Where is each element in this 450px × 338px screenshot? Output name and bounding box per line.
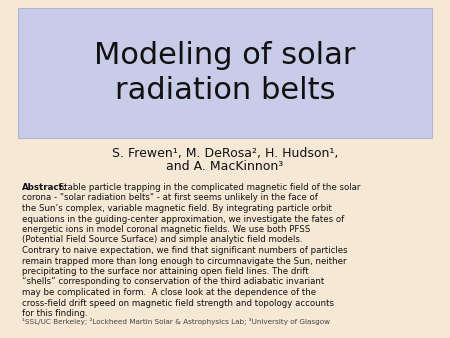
Text: corona - "solar radiation belts" - at first seems unlikely in the face of: corona - "solar radiation belts" - at fi… [22, 193, 318, 202]
Text: (Potential Field Source Surface) and simple analytic field models.: (Potential Field Source Surface) and sim… [22, 236, 302, 244]
Text: remain trapped more than long enough to circumnavigate the Sun, neither: remain trapped more than long enough to … [22, 257, 346, 266]
Text: equations in the guiding-center approximation, we investigate the fates of: equations in the guiding-center approxim… [22, 215, 344, 223]
Text: S. Frewen¹, M. DeRosa², H. Hudson¹,: S. Frewen¹, M. DeRosa², H. Hudson¹, [112, 146, 338, 160]
Text: Modeling of solar
radiation belts: Modeling of solar radiation belts [94, 41, 356, 105]
Text: ¹SSL/UC Berkeley; ²Lockheed Martin Solar & Astrophysics Lab; ³University of Glas: ¹SSL/UC Berkeley; ²Lockheed Martin Solar… [22, 318, 330, 325]
Text: for this finding.: for this finding. [22, 309, 88, 318]
Text: precipitating to the surface nor attaining open field lines. The drift: precipitating to the surface nor attaini… [22, 267, 309, 276]
Text: may be complicated in form.  A close look at the dependence of the: may be complicated in form. A close look… [22, 288, 316, 297]
Text: Abstract:: Abstract: [22, 183, 67, 192]
Text: and A. MacKinnon³: and A. MacKinnon³ [166, 160, 284, 172]
Text: energetic ions in model coronal magnetic fields. We use both PFSS: energetic ions in model coronal magnetic… [22, 225, 310, 234]
FancyBboxPatch shape [18, 8, 432, 138]
Text: Stable particle trapping in the complicated magnetic field of the solar: Stable particle trapping in the complica… [56, 183, 360, 192]
Text: Contrary to naive expectation, we find that significant numbers of particles: Contrary to naive expectation, we find t… [22, 246, 347, 255]
Text: cross-field drift speed on magnetic field strength and topology accounts: cross-field drift speed on magnetic fiel… [22, 298, 334, 308]
Text: the Sun’s complex, variable magnetic field. By integrating particle orbit: the Sun’s complex, variable magnetic fie… [22, 204, 332, 213]
Text: “shells” corresponding to conservation of the third adiabatic invariant: “shells” corresponding to conservation o… [22, 277, 324, 287]
